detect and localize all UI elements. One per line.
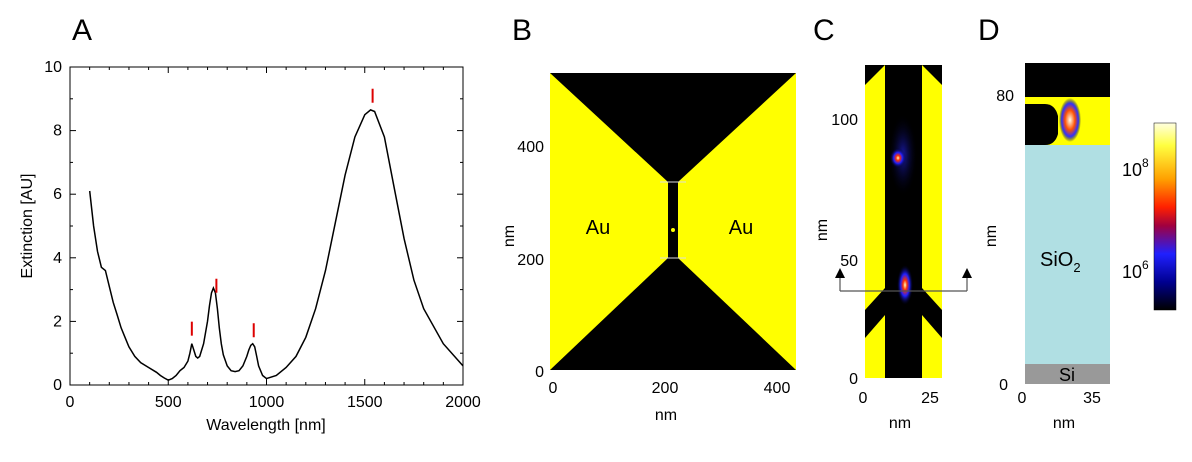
panel-c-y-axis-title: nm — [814, 219, 831, 241]
y-tick-label: 0 — [53, 377, 62, 394]
panel-b: B Au Au 0 200 400 0 200 400 nm nm — [501, 14, 796, 424]
colorbar-high-label: 108 — [1122, 156, 1149, 180]
panel-b-x-axis-title: nm — [655, 407, 677, 424]
panel-a-peak-markers — [190, 88, 374, 338]
x-tick-label: 1500 — [347, 394, 383, 411]
right-gold-wall — [922, 65, 942, 310]
left-gold-triangle — [550, 73, 668, 370]
panel-d-top-black — [1025, 63, 1110, 97]
region-label-right: Au — [729, 217, 753, 239]
panel-b-y-tick-400: 400 — [517, 139, 544, 156]
colorbar-low-label: 106 — [1122, 258, 1149, 282]
left-arrow-icon — [835, 268, 845, 278]
panel-c-y-tick-100: 100 — [831, 112, 858, 129]
panel-a-label: A — [72, 14, 92, 47]
x-tick-label: 2000 — [445, 394, 481, 411]
panel-d-x-tick-0: 0 — [1018, 390, 1027, 407]
panel-d-x-axis-title: nm — [1053, 415, 1075, 432]
panel-c-y-tick-0: 0 — [849, 371, 858, 388]
x-tick-label: 500 — [155, 394, 182, 411]
x-tick-label: 1000 — [249, 394, 285, 411]
panel-c-x-tick-25: 25 — [921, 390, 939, 407]
right-gold-wall-lower — [922, 315, 942, 378]
extinction-line — [88, 109, 464, 382]
panel-a-ticks — [69, 66, 464, 386]
panel-b-x-tick-200: 200 — [652, 380, 679, 397]
left-gold-wall-lower — [865, 315, 885, 378]
si-label: Si — [1059, 365, 1075, 385]
panel-d-x-tick-35: 35 — [1083, 390, 1101, 407]
panel-a-plot-frame — [69, 66, 464, 386]
panel-b-x-tick-400: 400 — [764, 380, 791, 397]
panel-d-y-tick-0: 0 — [999, 377, 1008, 394]
panel-b-label: B — [512, 14, 532, 47]
panel-c-x-tick-0: 0 — [859, 390, 868, 407]
gap-hotspot — [671, 228, 675, 232]
colorbar — [1153, 122, 1177, 311]
panel-c-label: C — [813, 14, 835, 47]
left-gold-wall — [865, 65, 885, 310]
sio2-label: SiO2 — [1040, 249, 1081, 275]
right-arrow-icon — [962, 268, 972, 278]
right-gold-triangle — [678, 73, 796, 370]
y-tick-label: 6 — [53, 186, 62, 203]
y-tick-label: 2 — [53, 313, 62, 330]
field-hotspot-lower — [897, 265, 913, 305]
y-tick-label: 10 — [44, 59, 62, 76]
panel-a-y-tick-labels: 0 2 4 6 8 10 — [44, 59, 62, 394]
panel-b-y-tick-0: 0 — [535, 364, 544, 381]
panel-a-y-axis-title: Extinction [AU] — [19, 174, 36, 279]
panel-c-x-axis-title: nm — [889, 415, 911, 432]
panel-d-y-axis-title: nm — [983, 225, 1000, 247]
y-tick-label: 4 — [53, 250, 62, 267]
y-tick-label: 8 — [53, 123, 62, 140]
panel-b-y-tick-200: 200 — [517, 252, 544, 269]
top-left-notch — [865, 65, 885, 85]
panel-c: C 0 50 100 0 25 nm nm — [813, 14, 972, 432]
panel-a-x-tick-labels: 0 500 1000 1500 2000 — [66, 394, 481, 411]
panel-d-label: D — [978, 14, 1000, 47]
field-hotspot-upper — [890, 148, 906, 168]
panel-c-y-tick-50: 50 — [840, 253, 858, 270]
panel-a-x-axis-title: Wavelength [nm] — [206, 417, 325, 434]
panel-d: D SiO2 Si 108 106 80 0 0 35 nm nm — [978, 14, 1177, 432]
panel-b-x-tick-0: 0 — [549, 380, 558, 397]
panel-d-si-layer — [1025, 364, 1110, 384]
top-right-notch — [922, 65, 942, 85]
region-label-left: Au — [586, 217, 610, 239]
panel-b-y-axis-title: nm — [501, 225, 518, 247]
panel-d-hotspot — [1059, 98, 1081, 142]
panel-a: A 0 500 1000 1500 2000 0 2 4 6 8 10 Wavelength [n… — [19, 14, 481, 434]
panel-d-gap-left — [1025, 104, 1058, 145]
x-tick-label: 0 — [66, 394, 75, 411]
panel-d-y-tick-80: 80 — [996, 88, 1014, 105]
panel-d-sio2-layer — [1025, 145, 1110, 364]
